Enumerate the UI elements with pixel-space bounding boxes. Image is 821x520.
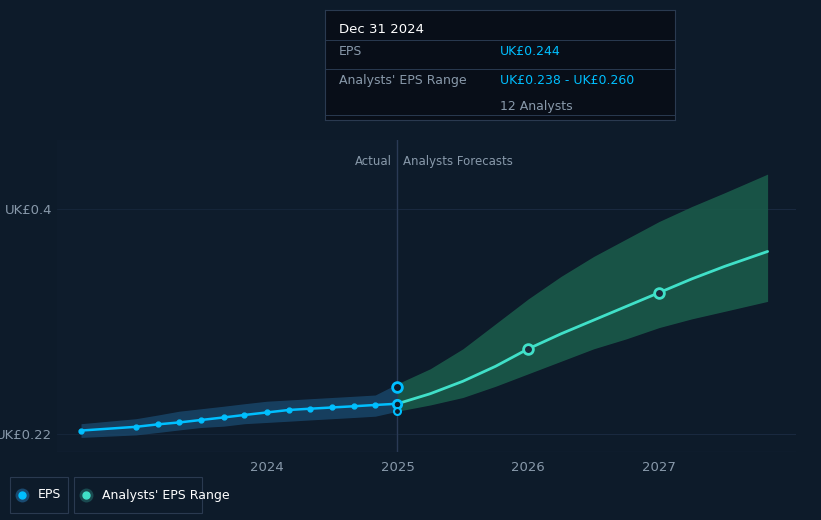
Text: Analysts' EPS Range: Analysts' EPS Range: [102, 488, 229, 501]
Text: UK£0.238 - UK£0.260: UK£0.238 - UK£0.260: [500, 74, 635, 87]
Bar: [57, 140, 397, 452]
FancyBboxPatch shape: [74, 477, 202, 513]
Text: Dec 31 2024: Dec 31 2024: [339, 23, 424, 36]
Text: Analysts Forecasts: Analysts Forecasts: [403, 155, 512, 168]
Text: 12 Analysts: 12 Analysts: [500, 100, 572, 113]
Text: EPS: EPS: [339, 45, 362, 58]
FancyBboxPatch shape: [10, 477, 68, 513]
Text: EPS: EPS: [38, 488, 61, 501]
Text: Actual: Actual: [355, 155, 392, 168]
Text: Analysts' EPS Range: Analysts' EPS Range: [339, 74, 466, 87]
Text: UK£0.244: UK£0.244: [500, 45, 561, 58]
